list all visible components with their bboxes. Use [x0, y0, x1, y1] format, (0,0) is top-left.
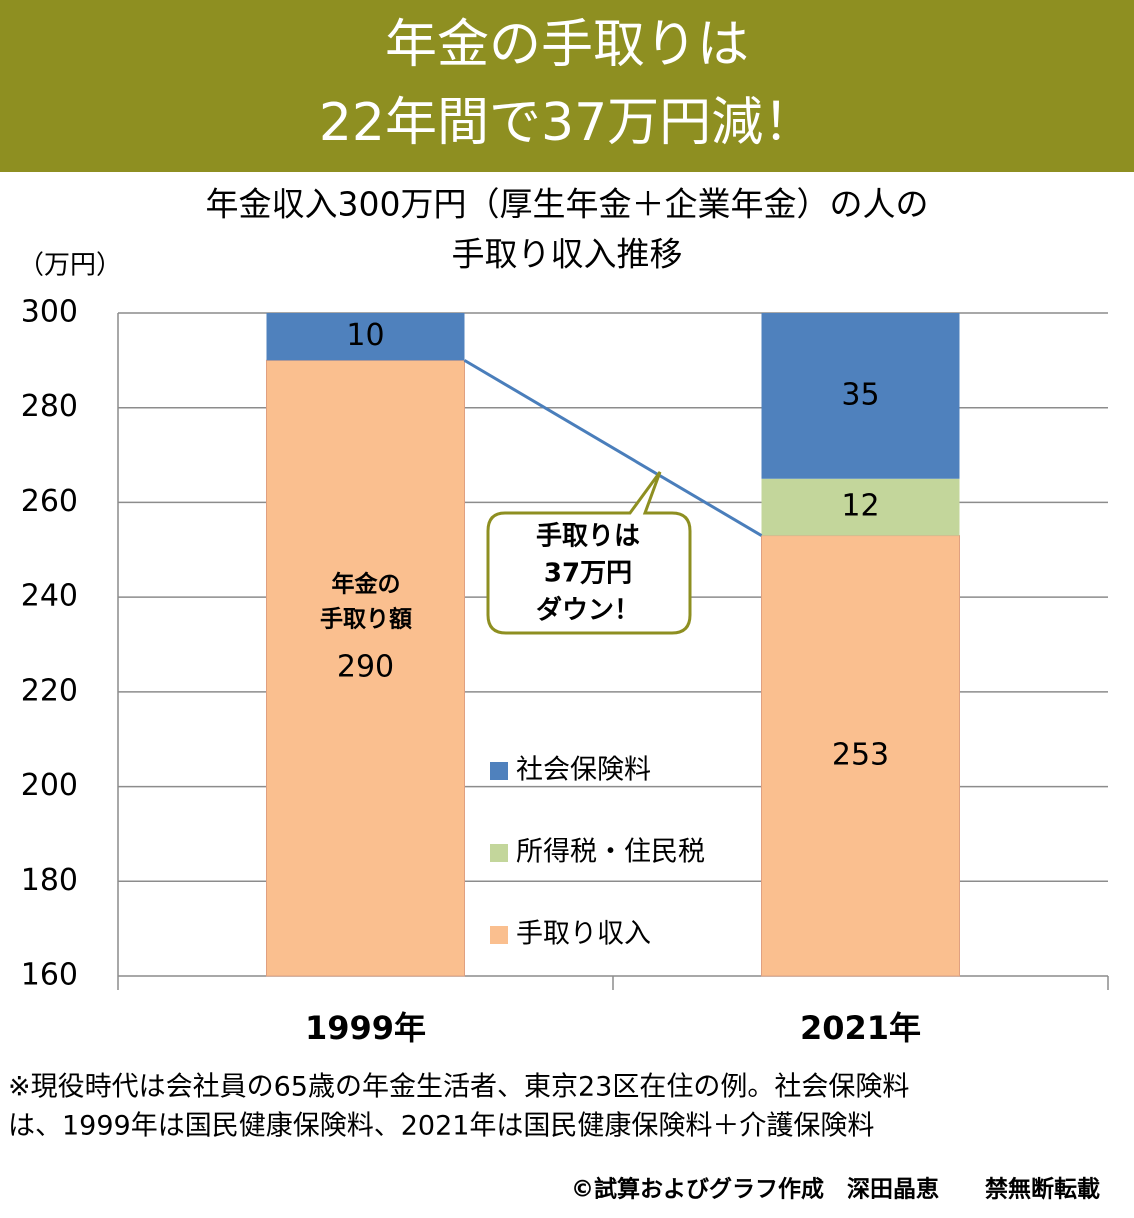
y-tick-label: 180: [21, 863, 78, 898]
bar-annotation: 手取り額: [320, 606, 412, 633]
note: は、1999年は国民健康保険料、2021年は国民健康保険料＋介護保険料: [8, 1111, 874, 1142]
value-label: 253: [832, 737, 889, 772]
value-label: 12: [841, 489, 879, 524]
y-tick-label: 280: [21, 389, 78, 424]
value-label: 10: [346, 318, 384, 353]
title: 22年間で37万円減！: [319, 93, 815, 153]
subtitle: 手取り収入推移: [452, 235, 683, 274]
plot: 160 180 200 220 240 260 280 300 1999年 290 10 2021年 2…: [21, 295, 1109, 1047]
subtitle: 年金収入300万円（厚生年金＋企業年金）の人の: [206, 185, 929, 224]
y-tick-label: 260: [21, 484, 78, 519]
y-tick-label: 200: [21, 768, 78, 803]
y-tick-label: 220: [21, 673, 78, 708]
legend-label: 所得税・住民税: [516, 837, 705, 868]
callout-box: [486, 471, 692, 635]
note: ※現役時代は会社員の65歳の年金生活者、東京23区在住の例。社会保険料: [8, 1072, 909, 1103]
credit: ©試算およびグラフ作成 深田晶恵 禁無断転載: [571, 1176, 1100, 1203]
bar-segment: [761, 313, 960, 479]
legend-swatch: [490, 926, 508, 944]
legend-swatch: [490, 844, 508, 862]
x-tick-label: 1999年: [305, 1009, 426, 1047]
bar-segment: [266, 359, 465, 977]
callout-text: ダウン！: [536, 595, 640, 626]
header-band: [0, 0, 1134, 172]
value-label: 290: [337, 650, 394, 685]
bar-segment: [761, 535, 960, 977]
connector-line: [463, 359, 763, 537]
callout-text: 37万円: [544, 559, 632, 589]
y-tick-label: 160: [21, 958, 78, 993]
value-label: 35: [841, 377, 879, 412]
legend-label: 手取り収入: [516, 919, 651, 950]
legend-swatch: [490, 762, 508, 780]
callout-text: 手取りは: [536, 522, 640, 552]
y-tick-label: 300: [21, 295, 78, 330]
x-tick-label: 2021年: [800, 1009, 921, 1047]
bar-segment: [761, 478, 960, 536]
y-tick-label: 240: [21, 579, 78, 614]
legend-label: 社会保険料: [516, 755, 651, 786]
title: 年金の手取りは: [385, 15, 749, 75]
y-unit-label: （万円）: [18, 251, 122, 281]
bar-segment: [266, 313, 465, 361]
bar-annotation: 年金の: [332, 571, 401, 598]
